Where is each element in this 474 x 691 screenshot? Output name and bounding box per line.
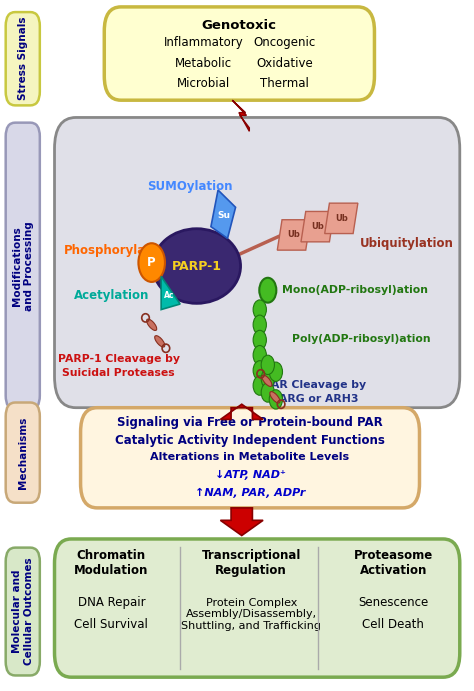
Text: PARG or ARH3: PARG or ARH3 xyxy=(272,394,358,404)
Text: Alterations in Metabolite Levels: Alterations in Metabolite Levels xyxy=(150,452,350,462)
Circle shape xyxy=(253,300,266,319)
Text: Proteasome
Activation: Proteasome Activation xyxy=(354,549,433,578)
Text: Poly(ADP-ribosyl)ation: Poly(ADP-ribosyl)ation xyxy=(292,334,430,343)
Text: DNA Repair: DNA Repair xyxy=(78,596,145,609)
FancyBboxPatch shape xyxy=(6,12,40,105)
Text: ↑NAM, PAR, ADPr: ↑NAM, PAR, ADPr xyxy=(195,488,305,498)
FancyBboxPatch shape xyxy=(6,547,40,676)
Text: Mono(ADP-ribosyl)ation: Mono(ADP-ribosyl)ation xyxy=(282,285,428,295)
Circle shape xyxy=(269,390,283,409)
Text: Metabolic: Metabolic xyxy=(175,57,232,70)
Text: Phosphorylation: Phosphorylation xyxy=(64,245,172,257)
Text: Suicidal Proteases: Suicidal Proteases xyxy=(62,368,175,378)
Text: Protein Complex
Assembly/Disassembly,
Shuttling, and Trafficking: Protein Complex Assembly/Disassembly, Sh… xyxy=(181,598,321,631)
Text: Signaling via Free or Protein-bound PAR: Signaling via Free or Protein-bound PAR xyxy=(117,416,383,429)
Text: Oncogenic: Oncogenic xyxy=(253,36,316,49)
Text: PAR Cleavage by: PAR Cleavage by xyxy=(264,380,366,390)
Circle shape xyxy=(253,361,266,380)
Text: Inflammatory: Inflammatory xyxy=(164,36,244,49)
Circle shape xyxy=(259,278,276,303)
Text: Ac: Ac xyxy=(164,291,174,301)
Text: PARP-1 Cleavage by: PARP-1 Cleavage by xyxy=(57,354,180,364)
Text: Ub: Ub xyxy=(311,222,324,231)
Ellipse shape xyxy=(146,319,157,330)
Circle shape xyxy=(138,243,165,282)
FancyArrow shape xyxy=(220,508,263,536)
Text: Transcriptional
Regulation: Transcriptional Regulation xyxy=(201,549,301,578)
Text: PARP-1: PARP-1 xyxy=(172,260,222,272)
Text: Ub: Ub xyxy=(335,214,347,223)
Polygon shape xyxy=(232,100,249,131)
Text: Chromatin
Modulation: Chromatin Modulation xyxy=(74,549,148,578)
Circle shape xyxy=(261,383,274,402)
Polygon shape xyxy=(161,276,180,310)
Text: ↓ATP, NAD⁺: ↓ATP, NAD⁺ xyxy=(215,470,285,480)
Text: Mechanisms: Mechanisms xyxy=(18,417,28,489)
Text: Genotoxic: Genotoxic xyxy=(202,19,277,32)
Text: Oxidative: Oxidative xyxy=(256,57,313,70)
Text: SUMOylation: SUMOylation xyxy=(147,180,232,193)
Text: Acetylation: Acetylation xyxy=(73,289,149,301)
FancyArrow shape xyxy=(220,404,263,419)
FancyBboxPatch shape xyxy=(6,402,40,503)
Polygon shape xyxy=(277,220,310,250)
Text: Cell Survival: Cell Survival xyxy=(74,618,148,632)
Polygon shape xyxy=(325,203,358,234)
Circle shape xyxy=(253,376,266,395)
Text: Microbial: Microbial xyxy=(177,77,230,91)
Circle shape xyxy=(253,315,266,334)
FancyBboxPatch shape xyxy=(81,408,419,508)
Circle shape xyxy=(261,355,274,375)
Circle shape xyxy=(253,330,266,350)
Text: Catalytic Activity Independent Functions: Catalytic Activity Independent Functions xyxy=(115,434,385,447)
Polygon shape xyxy=(301,211,334,242)
FancyBboxPatch shape xyxy=(104,7,374,100)
Text: P: P xyxy=(147,256,156,269)
Circle shape xyxy=(253,346,266,365)
Text: Molecular and
Cellular Outcomes: Molecular and Cellular Outcomes xyxy=(12,558,34,665)
FancyBboxPatch shape xyxy=(55,539,460,677)
Text: Modifications
and Processing: Modifications and Processing xyxy=(12,221,34,311)
Circle shape xyxy=(261,369,274,388)
Ellipse shape xyxy=(155,336,165,347)
Text: Senescence: Senescence xyxy=(358,596,428,609)
FancyBboxPatch shape xyxy=(55,117,460,408)
Ellipse shape xyxy=(153,229,240,303)
Ellipse shape xyxy=(262,375,272,386)
FancyBboxPatch shape xyxy=(6,123,40,409)
Text: Su: Su xyxy=(217,211,230,220)
Ellipse shape xyxy=(270,392,280,403)
Text: Ub: Ub xyxy=(288,230,300,240)
Circle shape xyxy=(269,362,283,381)
Polygon shape xyxy=(211,190,236,238)
Text: Cell Death: Cell Death xyxy=(363,618,424,632)
Text: Thermal: Thermal xyxy=(260,77,309,91)
Text: Stress Signals: Stress Signals xyxy=(18,17,28,100)
Text: Ubiquitylation: Ubiquitylation xyxy=(360,237,454,249)
